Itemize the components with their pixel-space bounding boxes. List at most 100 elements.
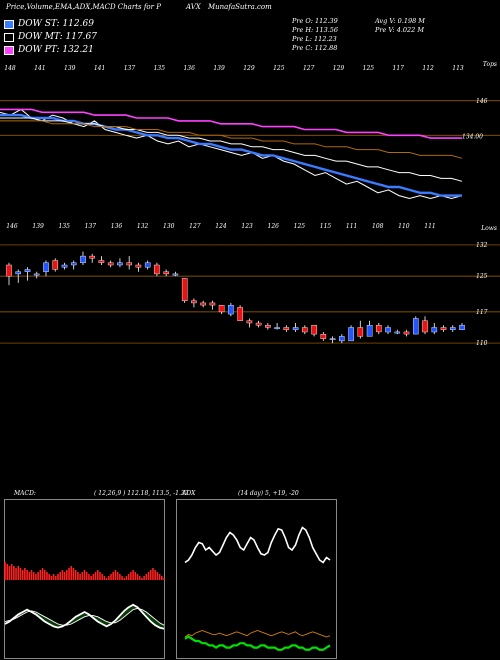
bottom-tick-label: 127 xyxy=(189,223,201,230)
adx-series-di_minus xyxy=(184,630,331,638)
price-axis-label: 146 xyxy=(476,98,488,105)
legend-label-pt: DOW PT: 132.21 xyxy=(18,45,94,55)
candle-body xyxy=(89,255,95,259)
bottom-tick-label: 146 xyxy=(6,223,18,230)
candle-body xyxy=(43,262,49,272)
bottom-tick-label: 139 xyxy=(32,223,44,230)
bottom-tick-label: 111 xyxy=(424,223,435,230)
chart-title: Price,Volume,EMA,ADX,MACD Charts for P xyxy=(6,3,161,11)
top-tick-label: 136 xyxy=(183,65,195,72)
series-price xyxy=(0,108,463,200)
candle-body xyxy=(144,262,151,268)
candle-body xyxy=(255,322,262,326)
candle-body xyxy=(237,307,243,321)
candle-body xyxy=(320,334,327,339)
legend-swatch-pt xyxy=(4,45,14,55)
macd-line xyxy=(4,603,165,630)
adx-panel-frame xyxy=(176,499,337,659)
top-tick-label: 113 xyxy=(452,65,464,72)
stat-prev-open: Pre O: 112.39 xyxy=(292,17,338,25)
stat-avg-volume: Avg V: 0.198 M xyxy=(375,17,425,25)
candle-body xyxy=(265,325,271,328)
candle-body xyxy=(33,273,40,276)
top-tick-label: 127 xyxy=(303,65,315,72)
stat-prev-high: Pre H: 113.56 xyxy=(292,26,339,34)
candle-body xyxy=(413,318,419,335)
candle-body xyxy=(450,327,456,330)
legend-dow-pt: DOW PT: 132.21 xyxy=(4,45,94,55)
candle-body xyxy=(329,338,336,341)
bottom-tick-label: 125 xyxy=(294,223,306,230)
adx-values: (14 day) 5, +19, -20 xyxy=(238,490,299,497)
candle-body xyxy=(172,273,179,276)
bottom-tick-label: 123 xyxy=(241,223,253,230)
bottom-tick-label: 136 xyxy=(111,223,123,230)
candle-body xyxy=(6,264,12,277)
candle-body xyxy=(218,305,225,313)
candle-body xyxy=(283,327,290,330)
bottom-tick-label: 135 xyxy=(59,223,71,230)
price-axis-label: 132 xyxy=(476,242,488,249)
candle-body xyxy=(117,262,123,266)
candle-body xyxy=(302,327,308,333)
legend-swatch-st xyxy=(4,19,14,29)
candle-body xyxy=(61,264,68,268)
candle-body xyxy=(70,262,77,266)
legend-label-mt: DOW MT: 117.67 xyxy=(18,32,97,42)
candle-body xyxy=(107,262,114,266)
top-tick-label: 139 xyxy=(213,65,225,72)
candle-body xyxy=(431,327,438,333)
lows-label: Lows xyxy=(480,225,497,232)
candle-body xyxy=(209,302,216,306)
bottom-tick-label: 115 xyxy=(320,223,332,230)
bottom-tick-label: 110 xyxy=(398,223,410,230)
candle-body xyxy=(348,327,354,342)
candle-body xyxy=(357,327,364,337)
macd-values: ( 12,26,9 ) 112.18, 113.5, -1.37 xyxy=(94,490,189,497)
candle-body xyxy=(126,262,132,266)
candle-body xyxy=(311,325,317,335)
top-tick-label: 112 xyxy=(422,65,434,72)
bottom-tick-label: 137 xyxy=(85,223,97,230)
candle-body xyxy=(292,327,299,330)
candle-body xyxy=(52,260,58,270)
bottom-tick-label: 108 xyxy=(372,223,384,230)
legend-swatch-mt xyxy=(4,32,14,42)
candle-body xyxy=(366,325,373,337)
candle-body xyxy=(394,331,401,334)
adx-label: ADX xyxy=(181,490,196,497)
site-name: MunafaSutra.com xyxy=(208,3,272,11)
price-axis-label: 110 xyxy=(476,340,488,347)
candle-body xyxy=(385,327,391,333)
candle-body xyxy=(135,264,142,268)
series-ema_pt xyxy=(0,108,462,139)
candle-body xyxy=(154,264,160,275)
candle-body xyxy=(246,320,253,324)
top-tick-label: 117 xyxy=(393,65,405,72)
legend-label-st: DOW ST: 112.69 xyxy=(18,19,94,29)
top-tick-label: 135 xyxy=(154,65,166,72)
candle-body xyxy=(422,320,428,333)
candle-body xyxy=(200,302,206,306)
top-tick-label: 125 xyxy=(273,65,285,72)
candle-body xyxy=(459,325,465,330)
price-axis-label: 125 xyxy=(476,273,488,280)
bottom-tick-label: 132 xyxy=(137,223,149,230)
top-tick-label: 148 xyxy=(4,65,16,72)
candle-body xyxy=(440,327,447,330)
candle-body xyxy=(191,300,197,304)
candle-body xyxy=(181,278,188,301)
legend-dow-mt: DOW MT: 117.67 xyxy=(4,32,97,42)
ticker-symbol: AVX xyxy=(186,3,201,11)
top-tick-label: 129 xyxy=(243,65,255,72)
price-axis-label: 117 xyxy=(476,309,488,316)
legend-dow-st: DOW ST: 112.69 xyxy=(4,19,94,29)
candle-body xyxy=(163,271,170,275)
price-axis-label: 134.00 xyxy=(462,133,483,140)
candle-body xyxy=(24,269,31,272)
candle-body xyxy=(15,271,22,275)
stat-prev-volume: Pre V: 4.022 M xyxy=(375,26,425,34)
candle-body xyxy=(403,331,410,335)
top-tick-label: 129 xyxy=(333,65,345,72)
macd-signal-line xyxy=(4,607,165,626)
